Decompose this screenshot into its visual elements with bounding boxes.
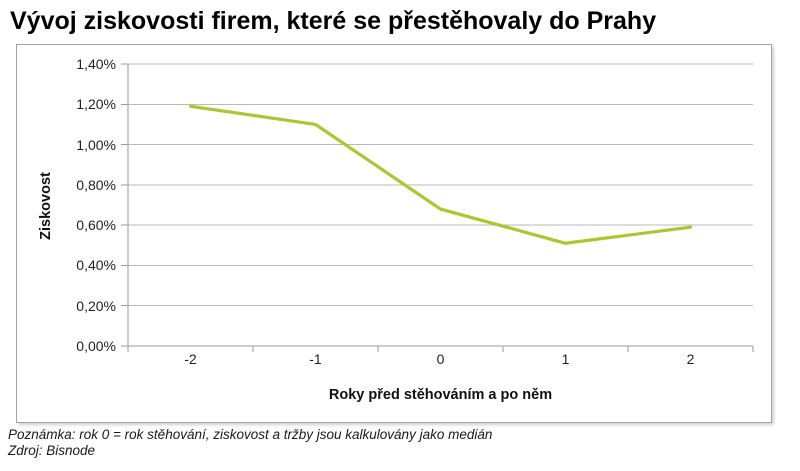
- x-axis-title: Roky před stěhováním a po něm: [328, 387, 553, 403]
- y-tick-label: 0,40%: [76, 257, 116, 274]
- x-tick-label: -1: [309, 351, 322, 367]
- y-tick-label: 0,00%: [76, 338, 116, 354]
- chart-title: Vývoj ziskovosti firem, které se přestěh…: [10, 7, 657, 35]
- footnotes: Poznámka: rok 0 = rok stěhování, ziskovo…: [8, 427, 492, 459]
- x-tick-label: -2: [184, 351, 197, 367]
- y-tick-label: 1,00%: [76, 136, 116, 153]
- y-axis-title: Ziskovost: [38, 172, 54, 240]
- chart-frame: Ziskovost Roky před stěhováním a po něm …: [16, 44, 772, 423]
- y-tick-label: 1,20%: [76, 96, 116, 113]
- x-tick-label: 1: [561, 351, 570, 367]
- x-tick-label: 0: [436, 351, 445, 367]
- x-tick-label: 2: [686, 351, 695, 367]
- footnote-source: Zdroj: Bisnode: [8, 443, 96, 458]
- y-tick-label: 0,20%: [76, 297, 116, 314]
- y-tick-label: 0,60%: [76, 217, 116, 234]
- y-tick-label: 0,80%: [76, 176, 116, 193]
- y-tick-label: 1,40%: [76, 56, 116, 72]
- profit-line-chart: [121, 63, 754, 352]
- series-ziskovost: [188, 104, 693, 245]
- footnote-note: Poznámka: rok 0 = rok stěhování, ziskovo…: [8, 427, 493, 442]
